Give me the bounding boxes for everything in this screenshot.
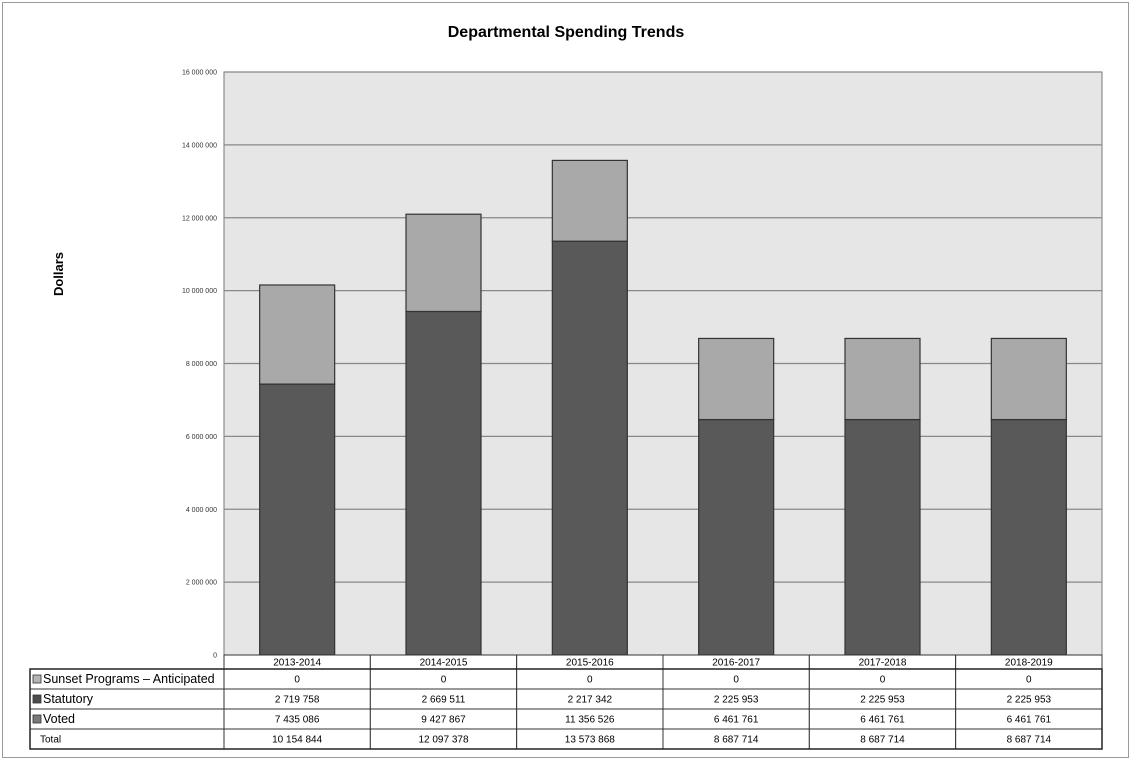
y-tick-label: 6 000 000 xyxy=(186,434,217,441)
data-table: 2013-2014 2014-2015 2015-2016 2016-2017 2017… xyxy=(29,654,1103,750)
y-tick-label: 12 000 000 xyxy=(182,215,217,222)
y-tick-label: 14 000 000 xyxy=(182,142,217,149)
data-label: 6 461 761 xyxy=(714,715,759,726)
legend-swatch xyxy=(32,714,42,724)
bar-voted xyxy=(698,418,775,656)
bar-statutory xyxy=(259,284,336,385)
y-tick-label: 16 000 000 xyxy=(182,70,217,77)
data-label: 8 687 714 xyxy=(1007,735,1052,746)
table-border xyxy=(29,668,1103,750)
bar-statutory xyxy=(405,213,482,313)
x-category-label: 2016-2017 xyxy=(712,658,760,669)
data-label: 0 xyxy=(880,675,886,686)
data-label: 2 217 342 xyxy=(568,695,613,706)
data-label: 8 687 714 xyxy=(860,735,905,746)
legend-series-label: Voted xyxy=(43,712,75,726)
bar-statutory xyxy=(844,337,921,421)
data-label: 2 225 953 xyxy=(860,695,905,706)
y-tick-label: 8 000 000 xyxy=(186,361,217,368)
bar-statutory xyxy=(551,159,628,242)
data-label: 13 573 868 xyxy=(565,735,615,746)
x-category-label: 2017-2018 xyxy=(859,658,907,669)
data-label: 6 461 761 xyxy=(1007,715,1052,726)
data-label: 8 687 714 xyxy=(714,735,759,746)
total-row-label: Total xyxy=(40,735,61,746)
y-axis-label: Dollars xyxy=(51,252,66,296)
data-label: 2 669 511 xyxy=(422,695,466,706)
data-label: 2 719 758 xyxy=(275,695,320,706)
chart-title: Departmental Spending Trends xyxy=(448,24,685,41)
bar-statutory xyxy=(698,337,775,421)
legend-series-label: Sunset Programs – Anticipated xyxy=(43,672,215,686)
bar-voted xyxy=(551,240,628,656)
bar-statutory xyxy=(990,337,1067,421)
data-label: 0 xyxy=(587,675,593,686)
plot-area: 0 2 000 000 4 000 000 6 000 000 8 000 000 10 … xyxy=(182,70,1103,660)
y-tick-label: 0 xyxy=(213,653,217,660)
data-label: 2 225 953 xyxy=(1007,695,1052,706)
y-tick-label: 10 000 000 xyxy=(182,288,217,295)
x-category-label: 2015-2016 xyxy=(566,658,614,669)
data-label: 11 356 526 xyxy=(565,715,615,726)
data-label: 7 435 086 xyxy=(275,715,320,726)
legend-series-label: Statutory xyxy=(43,692,94,706)
y-tick-label: 4 000 000 xyxy=(186,507,217,514)
x-category-label: 2014-2015 xyxy=(420,658,468,669)
data-label: 6 461 761 xyxy=(860,715,905,726)
bar-voted xyxy=(990,418,1067,656)
x-category-label: 2013-2014 xyxy=(273,658,321,669)
data-label: 0 xyxy=(733,675,739,686)
legend-swatch xyxy=(32,674,42,684)
bar-voted xyxy=(844,418,921,656)
data-label: 0 xyxy=(294,675,300,686)
data-label: 2 225 953 xyxy=(714,695,759,706)
x-category-label: 2018-2019 xyxy=(1005,658,1053,669)
data-label: 0 xyxy=(1026,675,1032,686)
data-label: 12 097 378 xyxy=(418,735,468,746)
bar-voted xyxy=(259,383,336,656)
legend-swatch xyxy=(32,694,42,704)
y-tick-label: 2 000 000 xyxy=(186,580,217,587)
bar-voted xyxy=(405,310,482,656)
data-label: 10 154 844 xyxy=(272,735,322,746)
data-label: 9 427 867 xyxy=(421,715,466,726)
data-label: 0 xyxy=(441,675,447,686)
